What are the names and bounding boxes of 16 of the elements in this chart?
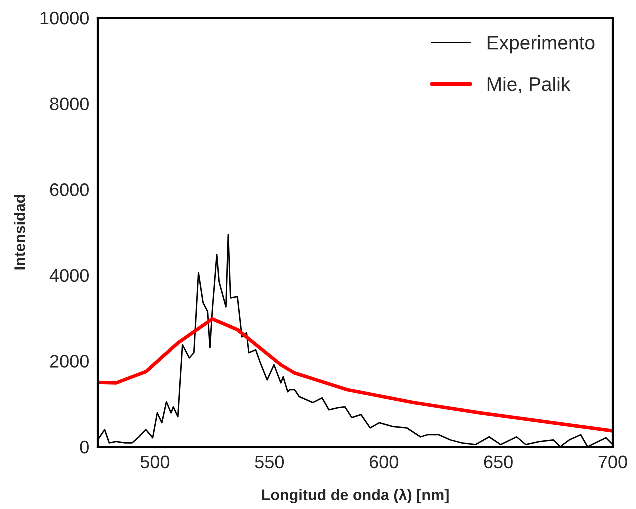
legend-label: Experimento <box>488 36 595 54</box>
y-tick-label: 6000 <box>50 184 89 196</box>
y-tick-label: 2000 <box>50 355 89 368</box>
y-tick-label: 10000 <box>40 12 89 25</box>
y-tick-label: 0 <box>80 440 89 454</box>
y-tick-label: 8000 <box>50 98 89 111</box>
y-axis-title: Intensidad <box>14 195 26 270</box>
x-tick-label: 700 <box>598 456 628 469</box>
x-tick-label: 550 <box>255 456 284 469</box>
x-axis-title: Longitud de onda (λ) [nm] <box>262 488 449 504</box>
line-series <box>98 317 613 433</box>
x-tick-label: 600 <box>370 456 398 469</box>
legend-label: Mie, Palik <box>488 76 571 94</box>
y-tick-label: 4000 <box>50 269 89 282</box>
x-tick-label: 500 <box>140 456 170 469</box>
x-tick-label: 650 <box>484 456 513 469</box>
